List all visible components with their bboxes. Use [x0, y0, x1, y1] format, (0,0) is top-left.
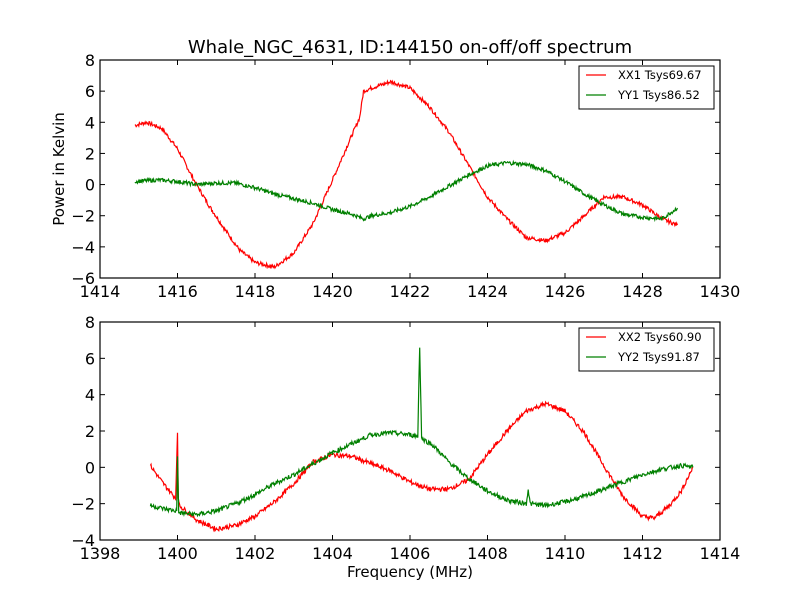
legend-entry: YY1 Tsys86.52: [617, 88, 700, 102]
legend: XX1 Tsys69.67 YY1 Tsys86.52: [578, 65, 715, 110]
series-line-xx2: [149, 400, 694, 533]
y-tick-label: 2: [85, 144, 95, 163]
x-tick-label: 1406: [390, 544, 431, 563]
x-tick-label: 1414: [700, 544, 741, 563]
x-tick-label: 1424: [467, 282, 508, 301]
series-line-xx1: [134, 79, 678, 270]
y-tick-label: −2: [71, 207, 95, 226]
legend-entry: XX1 Tsys69.67: [618, 68, 702, 82]
x-tick-label: 1412: [622, 544, 663, 563]
x-tick-label: 1408: [467, 544, 508, 563]
y-tick-label: −2: [71, 495, 95, 514]
series-line-yy1: [134, 159, 678, 223]
x-tick-label: 1402: [235, 544, 276, 563]
x-tick-label: 1400: [157, 544, 198, 563]
legend-box: [578, 65, 715, 110]
x-tick-label: 1414: [80, 282, 121, 301]
chart-title: Whale_NGC_4631, ID:144150 on-off/off spe…: [188, 37, 632, 58]
y-tick-label: −4: [71, 531, 95, 550]
y-tick-label: 0: [85, 458, 95, 477]
x-tick-label: 1422: [390, 282, 431, 301]
x-tick-label: 1426: [545, 282, 586, 301]
x-tick-label: 1410: [545, 544, 586, 563]
y-tick-label: 6: [85, 82, 95, 101]
y-tick-label: 4: [85, 113, 95, 132]
series-line-yy2: [149, 347, 694, 518]
y-tick-label: −6: [71, 269, 95, 288]
y-tick-label: 4: [85, 386, 95, 405]
legend-box: [578, 327, 715, 372]
y-tick-label: 8: [85, 313, 95, 332]
y-tick-label: 0: [85, 176, 95, 195]
x-tick-label: 1420: [312, 282, 353, 301]
x-tick-label: 1398: [80, 544, 121, 563]
x-tick-label: 1404: [312, 544, 353, 563]
y-tick-label: 2: [85, 422, 95, 441]
y-axis-label: Power in Kelvin: [50, 112, 68, 226]
legend-entry: YY2 Tsys91.87: [617, 350, 700, 364]
top-panel: 1414 1416 1418 1420 1422 1424 1426 1428 1430 8 6 4 2…: [71, 51, 740, 301]
x-axis-label: Frequency (MHz): [347, 563, 473, 581]
x-tick-label: 1418: [235, 282, 276, 301]
legend: XX2 Tsys60.90 YY2 Tsys91.87: [578, 327, 715, 372]
y-tick-label: −4: [71, 238, 95, 257]
x-tick-label: 1428: [622, 282, 663, 301]
x-tick-label: 1416: [157, 282, 198, 301]
legend-entry: XX2 Tsys60.90: [618, 330, 702, 344]
y-tick-label: 8: [85, 51, 95, 70]
x-tick-label: 1430: [700, 282, 741, 301]
bottom-panel: 1398 1400 1402 1404 1406 1408 1410 1412 1414 8 6 4 2…: [71, 313, 740, 563]
y-tick-label: 6: [85, 349, 95, 368]
